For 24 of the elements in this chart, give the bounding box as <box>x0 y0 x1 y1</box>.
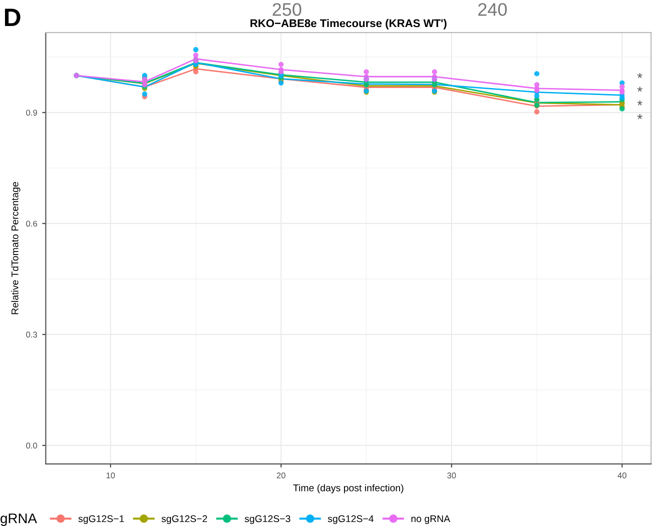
legend-label: no gRNA <box>411 515 450 524</box>
x-tick-label: 40 <box>618 472 626 478</box>
chart-title: RKO−ABE8e Timecourse (KRAS WT') <box>250 19 446 30</box>
x-tick-label: 20 <box>276 472 286 478</box>
annotation: * <box>637 86 642 92</box>
legend-label: sgG12S−4 <box>328 515 374 524</box>
text: D <box>4 8 20 26</box>
legend-title: gRNA <box>0 514 38 526</box>
legend-label: sgG12S−2 <box>162 515 208 524</box>
legend-label: sgG12S−3 <box>244 515 290 524</box>
annotation: * <box>637 114 642 119</box>
x-tick-label: 10 <box>106 472 115 478</box>
text: 250 <box>272 3 302 16</box>
annotation: * <box>637 100 642 106</box>
y-tick-label: 0.9 <box>26 110 38 116</box>
x-tick-label: 30 <box>447 472 456 478</box>
legend-label: sgG12S−1 <box>78 515 124 524</box>
y-tick-label: 0.3 <box>26 332 38 338</box>
text: 240 <box>478 3 507 16</box>
y-tick-label: 0.6 <box>26 220 38 227</box>
y-axis-title: Relative TdTomato Percentage <box>11 182 20 314</box>
annotation: * <box>637 73 642 78</box>
y-tick-label: 0.0 <box>26 442 38 449</box>
x-axis-title: Time (days post infection) <box>293 484 404 494</box>
